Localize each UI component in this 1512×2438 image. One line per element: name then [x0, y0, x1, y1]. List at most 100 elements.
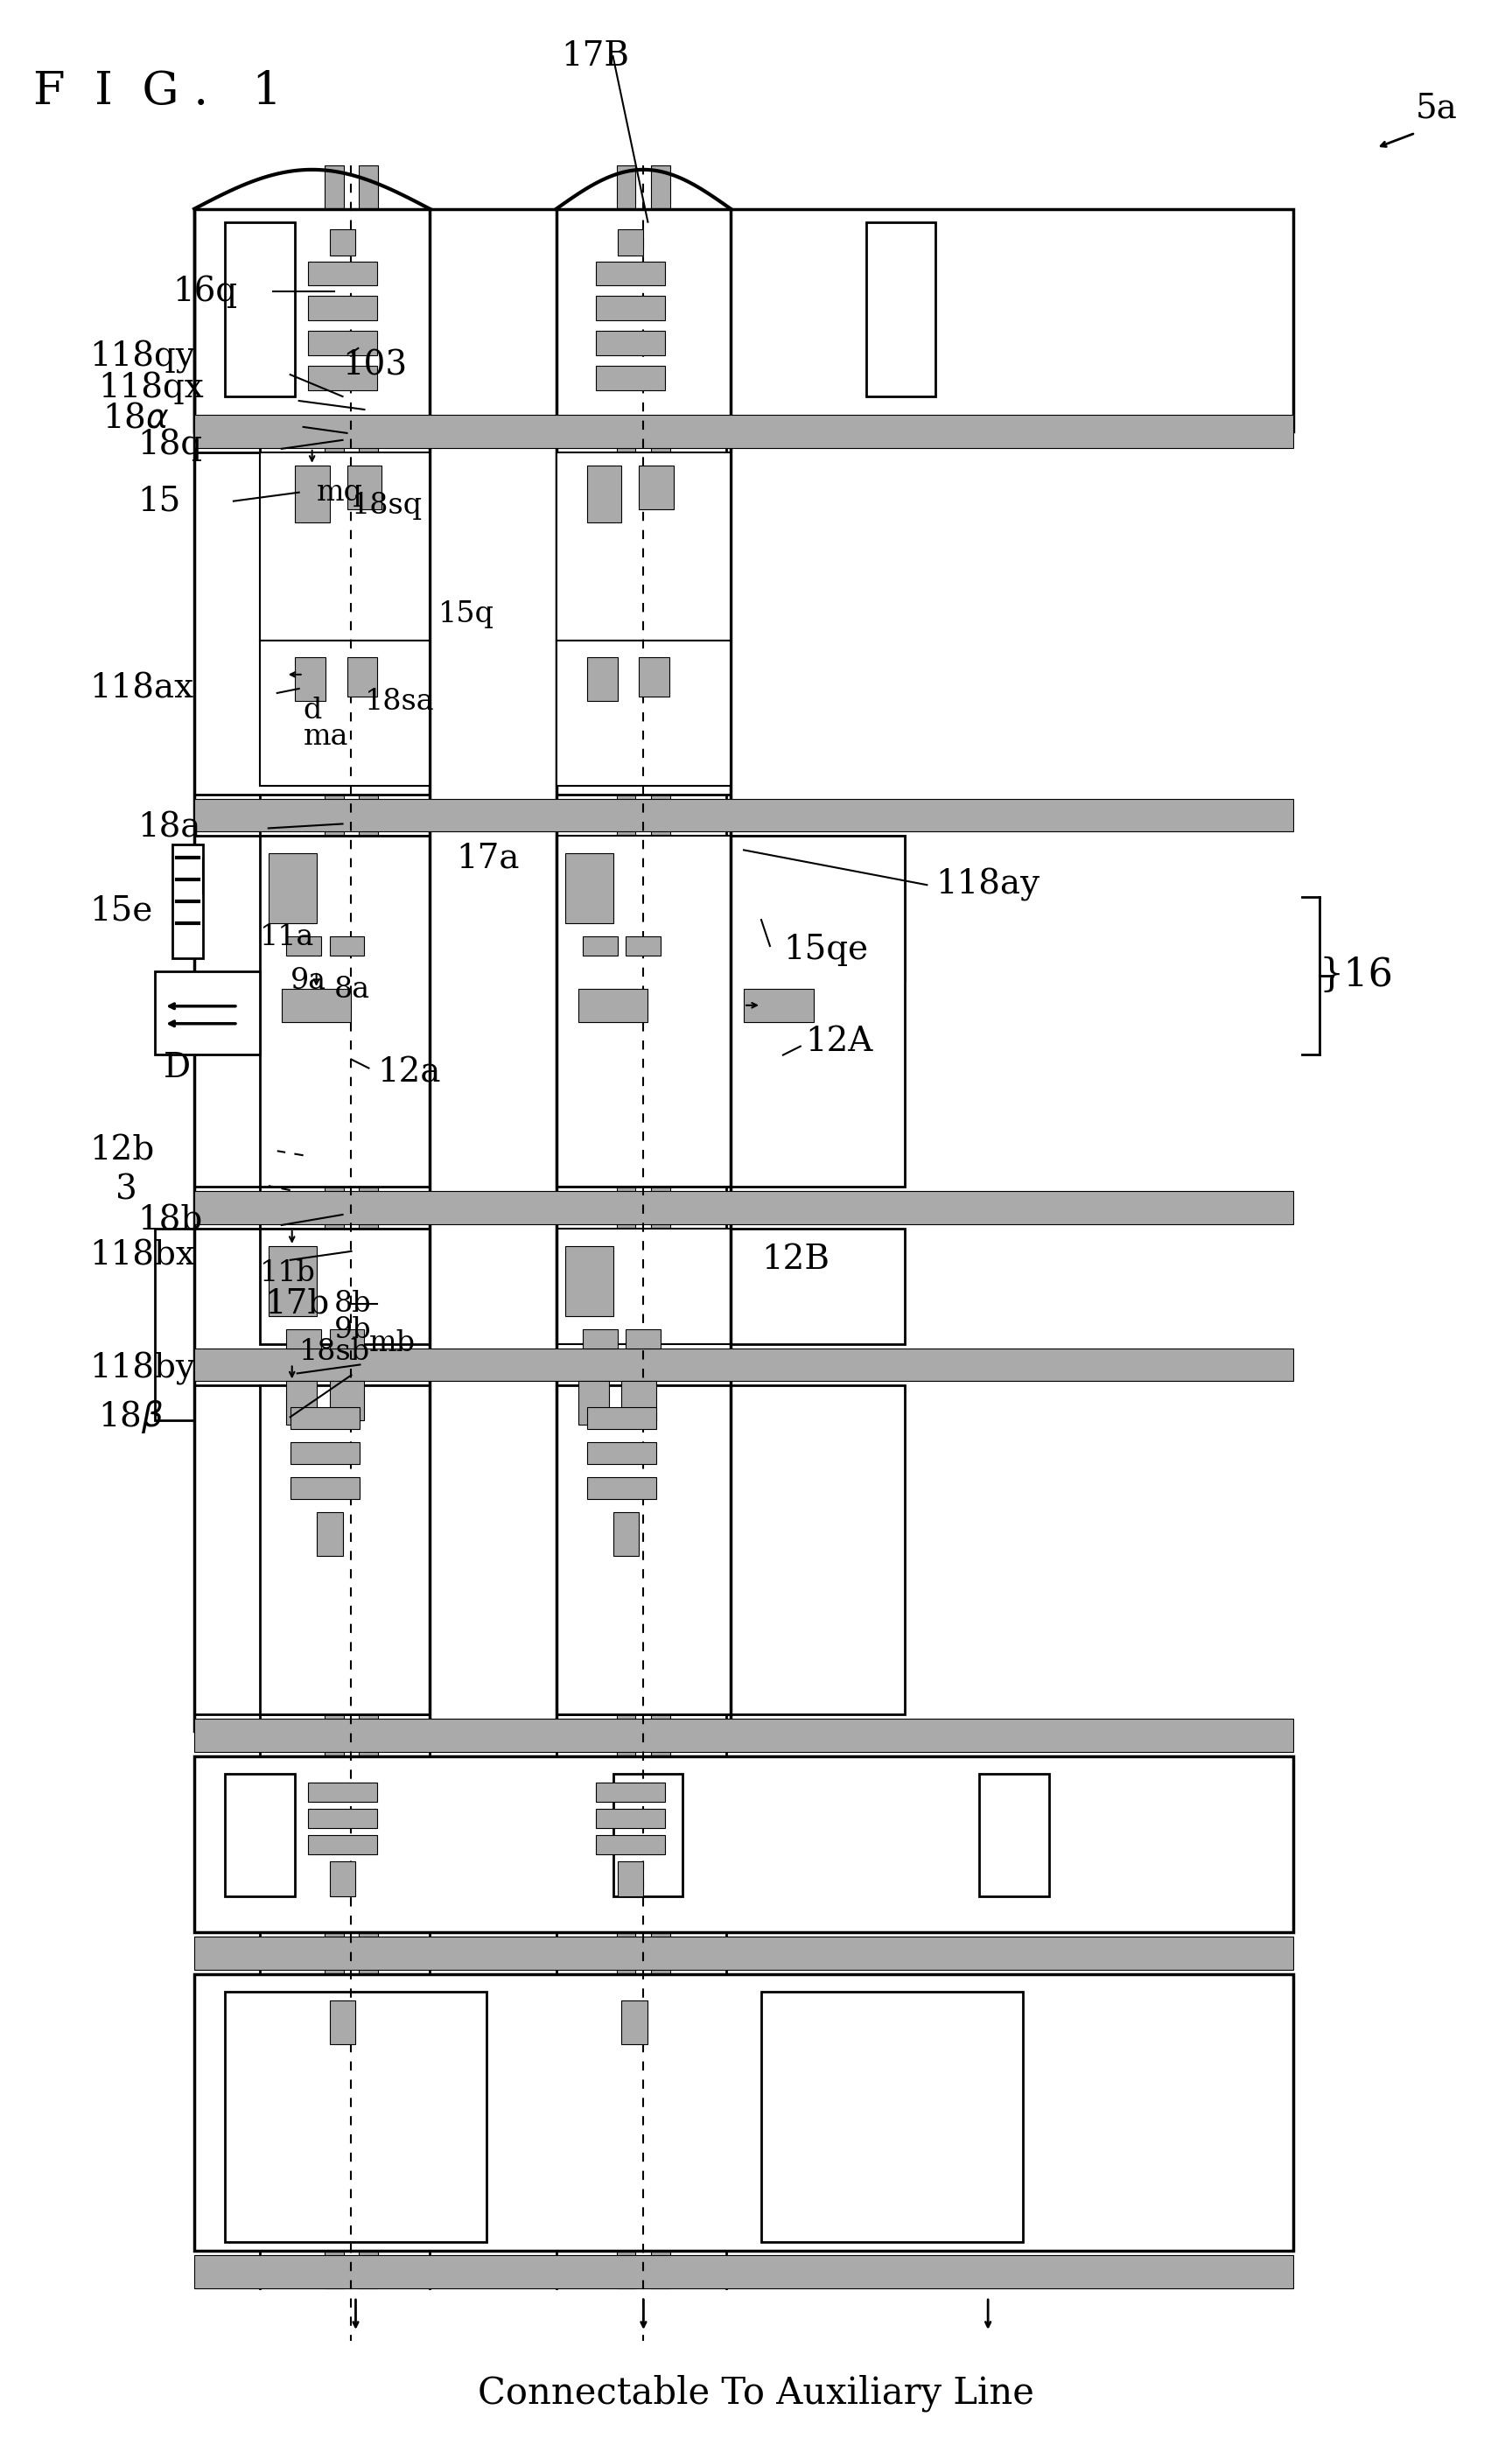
Text: 17B: 17B [561, 39, 629, 73]
Bar [866, 222, 936, 397]
Bar [308, 295, 378, 319]
Text: 18b: 18b [138, 1204, 203, 1236]
Bar [330, 229, 355, 256]
Bar [308, 366, 378, 390]
Bar [225, 1992, 487, 2243]
Text: 118by: 118by [89, 1353, 195, 1385]
Bar [587, 1443, 656, 1465]
Text: 15: 15 [138, 485, 181, 517]
Bar [582, 936, 617, 956]
Bar [556, 453, 730, 641]
Bar [730, 836, 906, 980]
Bar [260, 453, 429, 641]
Bar [565, 853, 612, 924]
Text: 8a: 8a [334, 975, 370, 1004]
Bar [596, 366, 665, 390]
Text: 12b: 12b [89, 1134, 154, 1168]
Bar [269, 853, 316, 924]
Bar [172, 846, 203, 958]
Text: 18sq: 18sq [351, 492, 422, 519]
Bar [281, 990, 351, 1022]
Bar [290, 1443, 360, 1465]
Text: }16: }16 [1320, 956, 1394, 995]
Text: D: D [163, 1051, 191, 1085]
Text: Connectable To Auxiliary Line: Connectable To Auxiliary Line [478, 2375, 1034, 2411]
Bar [286, 1382, 316, 1424]
Bar [980, 1775, 1049, 1897]
Bar [612, 1512, 640, 1555]
Text: 18sb: 18sb [299, 1338, 370, 1365]
Bar [761, 1992, 1024, 2243]
Bar [556, 1229, 906, 1343]
Bar [556, 836, 730, 1187]
Bar [587, 1477, 656, 1499]
Bar [640, 466, 674, 510]
Text: 17a: 17a [457, 844, 520, 875]
Bar [556, 1229, 730, 1343]
Bar [330, 1860, 355, 1897]
Bar [330, 936, 364, 956]
Bar [565, 1246, 612, 1317]
Bar [156, 1229, 429, 1421]
Bar [290, 1407, 360, 1429]
Bar [330, 2002, 355, 2043]
Bar [295, 658, 325, 702]
Bar [556, 1385, 730, 1714]
Bar [621, 2002, 647, 2043]
Text: ma: ma [304, 722, 348, 751]
Bar [195, 1385, 429, 1714]
Text: 12A: 12A [804, 1026, 872, 1058]
Text: 18$\alpha$: 18$\alpha$ [103, 402, 169, 434]
Bar [195, 453, 429, 795]
Text: 103: 103 [343, 349, 407, 383]
Text: 15q: 15q [438, 600, 494, 629]
Bar [269, 1246, 316, 1317]
Bar [330, 1382, 364, 1421]
Text: 118bx: 118bx [89, 1239, 195, 1273]
Bar [290, 1477, 360, 1499]
Bar [652, 166, 670, 2289]
Text: d: d [304, 697, 322, 724]
Bar [744, 990, 813, 1022]
Bar [195, 1719, 1293, 1753]
Text: 3: 3 [116, 1175, 138, 1207]
Text: 118ay: 118ay [936, 868, 1040, 902]
Bar [582, 1329, 617, 1348]
Text: 18a: 18a [138, 812, 201, 844]
Bar [556, 641, 730, 785]
Bar [578, 1382, 609, 1424]
Bar [308, 332, 378, 356]
Bar [587, 466, 621, 522]
Bar [225, 1775, 295, 1897]
Bar [556, 836, 906, 1187]
Bar [295, 466, 330, 522]
Bar [596, 332, 665, 356]
Text: 18$\beta$: 18$\beta$ [98, 1399, 165, 1436]
Bar [308, 261, 378, 285]
Bar [195, 2255, 1293, 2289]
Bar [617, 166, 635, 2289]
Bar [596, 261, 665, 285]
Text: 9b: 9b [334, 1317, 370, 1343]
Bar [308, 1782, 378, 1802]
Text: 18q: 18q [138, 429, 203, 461]
Bar [596, 1782, 665, 1802]
Bar [360, 166, 378, 2289]
Bar [195, 836, 429, 1187]
Bar [324, 166, 343, 2289]
Text: 15e: 15e [89, 895, 153, 926]
Text: 118qx: 118qx [98, 371, 204, 405]
Bar [195, 210, 1293, 432]
Text: 11b: 11b [260, 1258, 316, 1287]
Bar [587, 658, 617, 702]
Text: 9a: 9a [290, 968, 327, 995]
Text: 11a: 11a [260, 924, 314, 951]
Bar [556, 453, 730, 795]
Text: mb: mb [369, 1329, 416, 1358]
Bar [260, 836, 429, 1187]
Bar [260, 1229, 429, 1343]
Bar [621, 1382, 656, 1421]
Bar [346, 466, 383, 510]
Bar [596, 1836, 665, 1853]
Bar [316, 1512, 343, 1555]
